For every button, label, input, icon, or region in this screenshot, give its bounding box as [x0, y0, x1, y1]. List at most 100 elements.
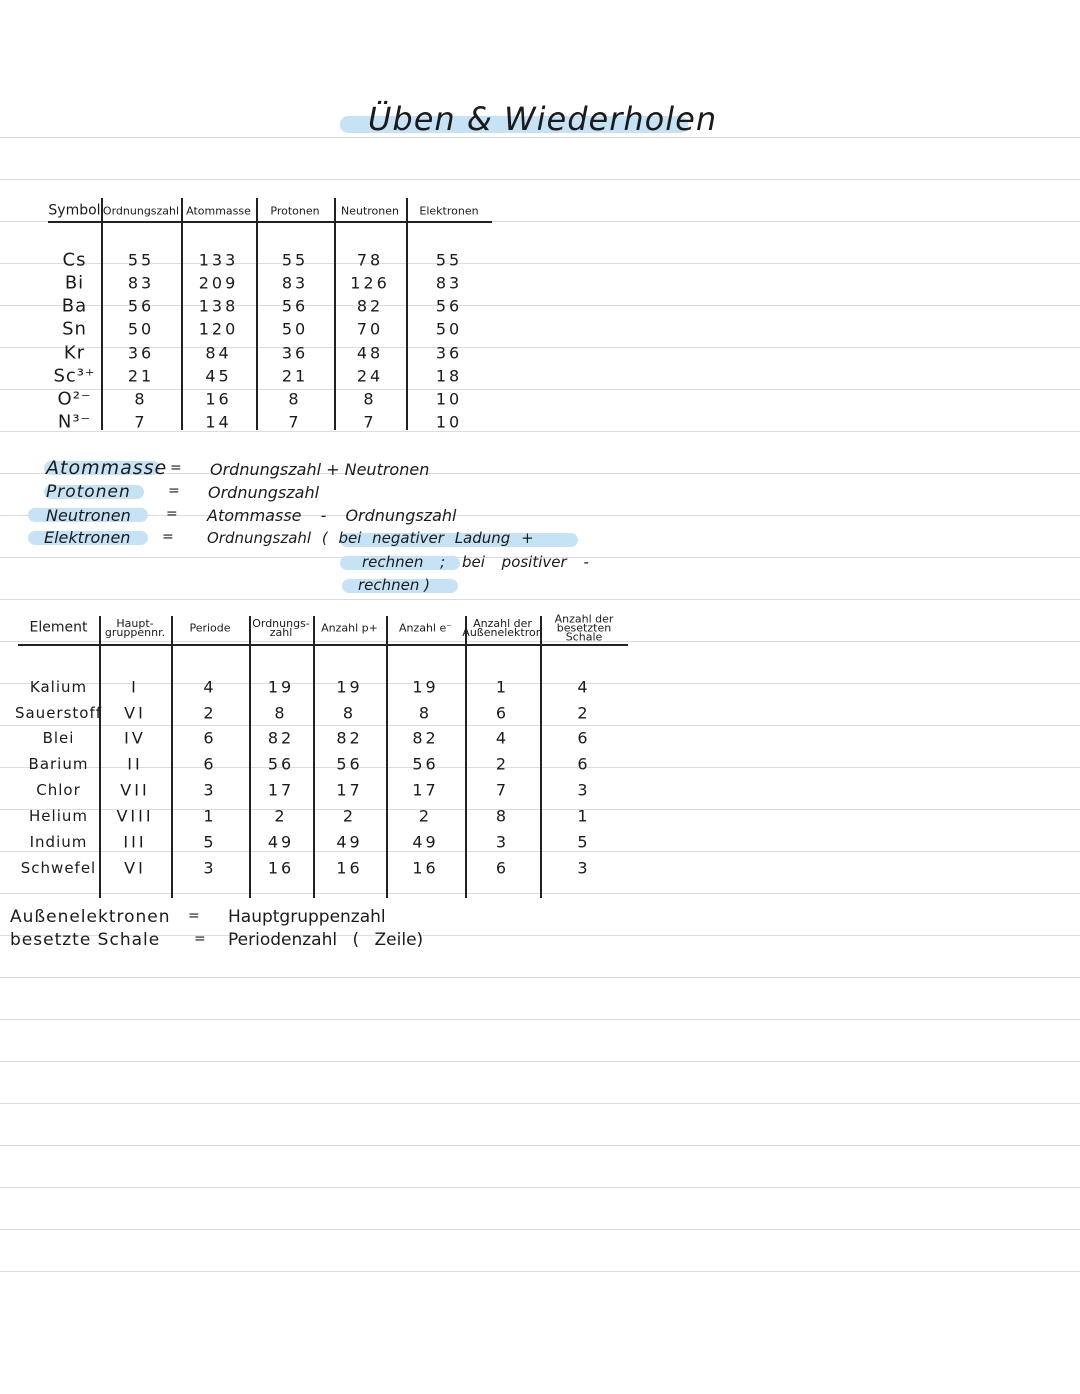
table-cell: 6 — [203, 728, 217, 748]
table-cell: III — [123, 832, 147, 852]
column-divider — [406, 198, 408, 430]
table-cell: 138 — [198, 296, 239, 316]
column-header: Element — [29, 619, 88, 636]
table-cell: 36 — [127, 343, 155, 363]
table-cell: 36 — [281, 343, 309, 363]
ruled-line — [0, 977, 1080, 978]
table-cell: 16 — [267, 858, 295, 878]
formula-left: Elektronen — [44, 528, 131, 547]
table-cell: 10 — [435, 389, 463, 409]
ruled-line — [0, 515, 1080, 516]
table-cell: 4 — [203, 677, 217, 697]
table-cell: 56 — [435, 296, 463, 316]
column-header: Anzahl e⁻ — [398, 621, 453, 635]
highlight — [44, 485, 144, 499]
table-cell: 83 — [127, 273, 155, 293]
table-cell: 21 — [281, 366, 309, 386]
table-cell: 19 — [267, 677, 295, 697]
table-cell: 78 — [356, 250, 384, 270]
ruled-line — [0, 347, 1080, 348]
table-cell: 55 — [435, 250, 463, 270]
table-cell: 82 — [356, 296, 384, 316]
table-cell: 49 — [412, 832, 439, 852]
formula-right: Ordnungszahl ( bei negativer Ladung + — [207, 529, 534, 547]
highlight — [28, 531, 148, 545]
table-cell: 4 — [495, 728, 510, 748]
table-cell: 70 — [356, 319, 384, 339]
note-left: Außenelektronen — [10, 907, 171, 927]
ruled-line — [0, 305, 1080, 306]
column-divider — [386, 616, 388, 898]
ruled-line — [0, 1271, 1080, 1272]
table-cell: 56 — [336, 754, 363, 774]
table-cell: 7 — [134, 412, 148, 432]
column-header: Symbol — [48, 202, 101, 219]
row-label: Indium — [29, 833, 88, 851]
formula-left: Neutronen — [46, 506, 131, 525]
table-cell: 14 — [205, 412, 232, 432]
highlight — [342, 579, 458, 593]
table-cell: 50 — [127, 319, 155, 339]
highlight — [340, 533, 578, 547]
ruled-line — [0, 1103, 1080, 1104]
table-cell: 8 — [363, 389, 377, 409]
table-cell: 6 — [577, 754, 591, 774]
table-cell: 45 — [205, 366, 232, 386]
table-cell: 10 — [435, 412, 463, 432]
column-divider — [313, 616, 315, 898]
table-cell: 3 — [577, 858, 591, 878]
column-header: Haupt- gruppennr. — [104, 617, 166, 639]
table-cell: 8 — [495, 806, 510, 826]
column-divider — [465, 616, 467, 898]
table-cell: 83 — [435, 273, 463, 293]
row-label: Kr — [63, 342, 86, 364]
table-cell: 8 — [274, 703, 288, 723]
ruled-line — [0, 1145, 1080, 1146]
ruled-line — [0, 1019, 1080, 1020]
note-left: besetzte Schale — [10, 930, 161, 950]
column-divider — [101, 198, 103, 430]
table-cell: 50 — [435, 319, 463, 339]
note-right: Periodenzahl ( Zeile) — [228, 930, 424, 950]
table-cell: 82 — [267, 728, 295, 748]
row-label: Schwefel — [20, 859, 97, 877]
table-cell: VI — [124, 858, 146, 878]
table-cell: 18 — [435, 366, 463, 386]
column-header: Elektronen — [419, 204, 479, 218]
table-cell: 2 — [495, 754, 510, 774]
ruled-line — [0, 263, 1080, 264]
ruled-line — [0, 935, 1080, 936]
table-cell: 1 — [203, 806, 217, 826]
table-cell: 8 — [134, 389, 148, 409]
table-cell: 19 — [412, 677, 439, 697]
column-header: Anzahl der besetzten Schale — [554, 612, 614, 644]
table-cell: 56 — [281, 296, 309, 316]
note-right: Hauptgruppenzahl — [228, 907, 386, 927]
row-label: Sn — [62, 318, 87, 340]
table-cell: 3 — [495, 832, 510, 852]
column-divider — [181, 198, 183, 430]
table-cell: 8 — [342, 703, 357, 723]
formula-right: Ordnungszahl + Neutronen — [210, 460, 430, 479]
table-cell: 16 — [205, 389, 232, 409]
table-cell: 82 — [412, 728, 439, 748]
table-cell: 5 — [203, 832, 217, 852]
table-cell: 82 — [336, 728, 363, 748]
equals-sign: = — [194, 931, 206, 947]
table-cell: 48 — [356, 343, 384, 363]
table-cell: 16 — [336, 858, 363, 878]
table-cell: 17 — [267, 780, 295, 800]
page-title: Üben & Wiederholen — [368, 100, 718, 138]
title-highlight — [340, 116, 688, 133]
header-underline — [18, 644, 628, 646]
row-label: Bi — [64, 272, 85, 294]
table-cell: 133 — [198, 250, 239, 270]
row-label: Blei — [42, 729, 75, 747]
ruled-line — [0, 431, 1080, 432]
equals-sign: = — [188, 908, 200, 924]
row-label: Sc³⁺ — [53, 365, 96, 387]
ruled-line — [0, 599, 1080, 600]
ruled-line — [0, 179, 1080, 180]
table-cell: 8 — [288, 389, 302, 409]
